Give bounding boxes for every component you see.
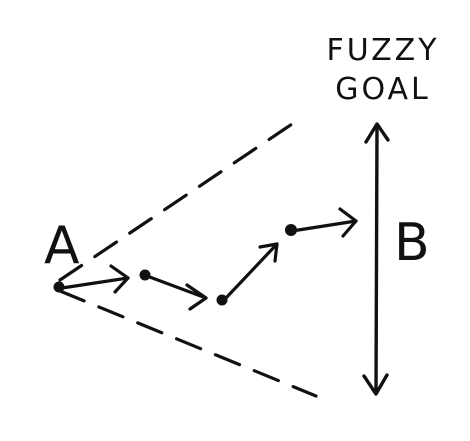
start-label: A <box>44 216 80 276</box>
upper-dashed-boundary <box>58 118 300 282</box>
waypoint-dot-3 <box>285 224 297 236</box>
path-step-4-arrow <box>290 207 358 238</box>
waypoint-dot-2 <box>216 294 228 306</box>
path-step-2-arrow <box>145 274 208 311</box>
goal-title-line-1: FUZZY <box>326 33 439 68</box>
goal-range-double-arrow <box>362 122 390 396</box>
path-step-3-arrow <box>223 242 279 301</box>
lower-dashed-boundary <box>58 289 318 398</box>
goal-title-line-2: GOAL <box>335 72 431 107</box>
start-point-dot <box>53 281 65 293</box>
end-label: B <box>394 213 430 273</box>
path-step-1-arrow <box>60 264 130 294</box>
waypoint-dot-1 <box>139 269 151 281</box>
